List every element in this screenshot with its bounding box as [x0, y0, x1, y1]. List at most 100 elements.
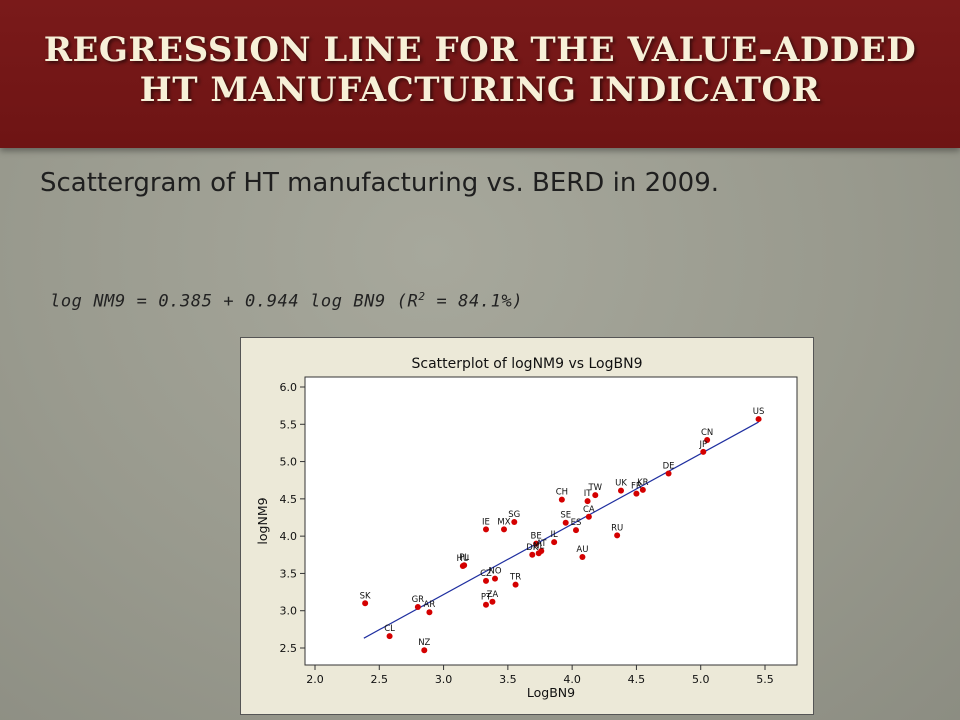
point-label-dk: DK — [526, 543, 539, 553]
point-label-uk: UK — [615, 479, 627, 489]
point-label-au: AU — [576, 545, 588, 555]
point-label-kr: KR — [637, 478, 649, 488]
scatter-chart: Scatterplot of logNM9 vs LogBN9 2.0 2.5 3.… — [255, 356, 798, 700]
point-label-be: BE — [531, 532, 542, 542]
point-za — [489, 598, 496, 605]
title-bar: Regression line for the value-added HT m… — [0, 0, 960, 148]
point-label-ca: CA — [583, 505, 595, 515]
x-tick-label: 4.0 — [563, 673, 581, 686]
point-ca — [585, 513, 592, 520]
point-label-ar: AR — [424, 600, 436, 610]
point-label-no: NO — [488, 567, 501, 577]
point-kr — [639, 486, 646, 493]
point-il — [551, 539, 558, 546]
point-label-ch: CH — [556, 488, 568, 498]
x-tick-label: 3.5 — [499, 673, 517, 686]
point-label-cl: CL — [384, 624, 395, 634]
x-tick-label: 3.0 — [435, 673, 453, 686]
point-jp — [700, 448, 707, 455]
point-se — [562, 519, 569, 526]
point-label-de: DE — [663, 462, 675, 472]
point-label-pt: PT — [481, 593, 492, 603]
point-label-hu: HU — [457, 554, 470, 564]
point-ch — [558, 496, 565, 503]
point-ru — [614, 532, 621, 539]
point-fr — [633, 490, 640, 497]
point-sg — [511, 518, 518, 525]
chart-title: Scatterplot of logNM9 vs LogBN9 — [411, 356, 642, 372]
point-label-at: AT — [536, 539, 547, 549]
point-label-gr: GR — [412, 595, 425, 605]
y-tick-label: 6.0 — [280, 381, 298, 394]
point-label-es: ES — [571, 518, 582, 528]
point-cz — [483, 577, 489, 584]
regression-line — [363, 421, 759, 639]
point-ie — [483, 526, 489, 533]
point-no — [492, 575, 498, 582]
x-tick-label: 2.5 — [371, 673, 389, 686]
point-tr — [512, 581, 519, 588]
point-label-nl: NL — [533, 541, 544, 551]
point-label-pl: PL — [459, 553, 469, 563]
point-label-mx: MX — [497, 517, 510, 527]
regression-equation: log NM9 = 0.385 + 0.944 log BN9 (R2 = 84… — [50, 290, 523, 312]
x-axis-label: LogBN9 — [527, 685, 575, 700]
y-tick-label: 3.5 — [280, 567, 298, 580]
slide-title: Regression line for the value-added HT m… — [43, 30, 917, 110]
point-label-fr: FR — [631, 482, 642, 492]
point-label-tw: TW — [587, 483, 602, 493]
point-mx — [501, 526, 507, 533]
equation-tail: = 84.1%) — [425, 291, 524, 312]
point-label-jp: JP — [698, 440, 707, 450]
point-tw — [592, 492, 599, 499]
point-au — [579, 554, 586, 561]
point-label-cn: CN — [701, 428, 713, 438]
equation-superscript: 2 — [418, 290, 426, 303]
axis-ticks: 2.0 2.5 3.0 3.5 4.0 4.5 5.0 5.5 2.5 3.0 3.5 4.0 4.5 5… — [280, 381, 774, 686]
point-nz — [421, 647, 428, 654]
point-label-tr: TR — [509, 573, 521, 583]
point-label-za: ZA — [487, 590, 499, 600]
point-label-se: SE — [560, 511, 571, 521]
point-it — [584, 498, 591, 505]
point-nl — [535, 550, 542, 557]
plot-area — [304, 376, 798, 666]
point-label-sg: SG — [508, 510, 520, 520]
point-pl — [461, 562, 468, 569]
point-uk — [618, 487, 624, 494]
y-tick-label: 4.0 — [280, 530, 298, 543]
point-gr — [414, 603, 421, 610]
point-dk — [529, 551, 536, 558]
point-label-ie: IE — [482, 517, 490, 527]
x-tick-label: 4.5 — [628, 673, 646, 686]
point-label-it: IT — [584, 489, 593, 499]
x-tick-label: 5.5 — [756, 673, 774, 686]
slide-subtitle: Scattergram of HT manufacturing vs. BERD… — [40, 168, 719, 198]
point-ar — [426, 609, 433, 616]
y-tick-label: 4.5 — [280, 493, 298, 506]
point-cl — [386, 633, 393, 640]
y-axis-label: logNM9 — [255, 497, 270, 544]
point-label-nz: NZ — [418, 638, 430, 648]
x-tick-label: 2.0 — [306, 673, 324, 686]
point-label-sk: SK — [360, 591, 371, 601]
chart-panel: Scatterplot of logNM9 vs LogBN9 2.0 2.5 3.… — [240, 337, 814, 715]
y-tick-label: 5.0 — [280, 456, 298, 469]
y-tick-label: 2.5 — [280, 642, 298, 655]
point-label-ru: RU — [611, 523, 623, 533]
y-tick-label: 3.0 — [280, 605, 298, 618]
y-tick-label: 5.5 — [280, 418, 298, 431]
point-de — [665, 470, 672, 477]
point-sk — [362, 600, 369, 607]
equation-main: log NM9 = 0.385 + 0.944 log BN9 (R — [50, 291, 419, 312]
point-be — [533, 540, 540, 547]
point-pt — [483, 601, 489, 608]
point-label-us: US — [753, 407, 765, 417]
point-cn — [704, 436, 711, 443]
point-us — [755, 416, 762, 423]
point-es — [573, 527, 579, 534]
point-label-il: IL — [551, 530, 559, 540]
point-label-cz: CZ — [480, 569, 492, 579]
x-tick-label: 5.0 — [692, 673, 710, 686]
